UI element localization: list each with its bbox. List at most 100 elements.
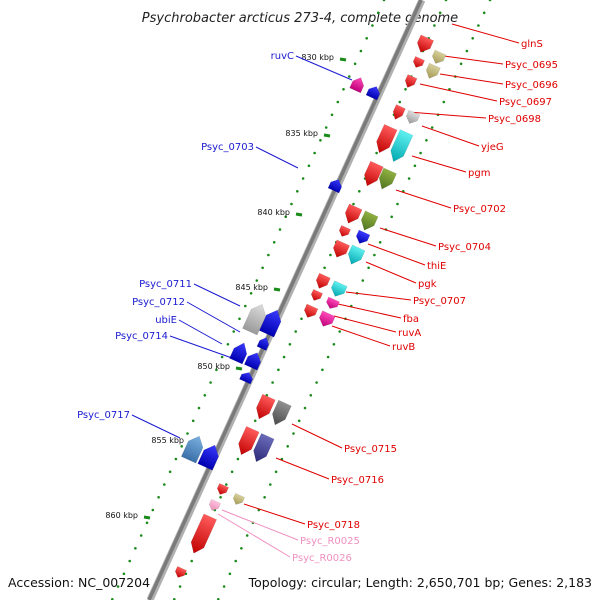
leader-line [243, 503, 306, 525]
tick-dot [375, 151, 378, 155]
tick-dot [222, 585, 226, 588]
gene-arrow [243, 352, 261, 371]
reverse-gene-label: Psyc_0714 [115, 331, 168, 342]
tick-dot [336, 100, 340, 104]
gene-arrow [344, 203, 363, 224]
gene-labels: ruvC Psyc_0703 Psyc_0711 Psyc_0712 ubiE Psyc_… [77, 39, 558, 564]
gene-arrow [356, 229, 371, 244]
gene-arrow [242, 303, 267, 336]
gene-psyc-0714b [239, 372, 253, 385]
tick-dot [244, 304, 247, 308]
tick-dot [203, 394, 207, 397]
tick-dot [433, 24, 436, 27]
tick-dot [353, 62, 357, 66]
tick-dot [232, 330, 235, 333]
forward-gene-label: glnS [521, 39, 543, 50]
gene-arrow [208, 499, 221, 511]
forward-gene-label: pgm [468, 168, 490, 179]
tick-dot [321, 368, 324, 372]
tick-dot [404, 88, 407, 91]
gene-psyc-0717 [197, 444, 219, 471]
tick-dot [425, 139, 428, 142]
tick-dot [482, 11, 486, 15]
gene-fba-a [310, 289, 323, 301]
gene-psyc-0702 [378, 167, 397, 190]
gene-psyc-0703 [327, 179, 342, 194]
gene-psyc-0697 [404, 74, 418, 88]
leader-line [275, 457, 330, 480]
tick-dot [309, 394, 313, 397]
tick-dot [294, 330, 298, 333]
tick-label: 835 kbp [285, 129, 318, 138]
gene-arrow [310, 289, 323, 301]
tick-dot [326, 355, 330, 359]
leader-line [407, 111, 487, 119]
tick-dot [373, 253, 376, 257]
tick-dot [376, 11, 380, 15]
tick-dot [488, 0, 492, 2]
tick-dot [215, 368, 218, 372]
tick-dot [348, 75, 351, 78]
scale-ticks: 830 kbp 835 kbp 840 kbp 845 kbp 850 kbp 855 k… [105, 53, 347, 520]
gene-psyc-0707a [315, 272, 331, 289]
tick-dot [419, 151, 422, 155]
tick-dot [329, 253, 332, 257]
gene-arrow [349, 77, 365, 94]
gene-psyc-0715 [272, 399, 292, 426]
forward-gene-label: Psyc_0704 [438, 242, 491, 253]
tick-dot [284, 215, 288, 219]
leader-line [367, 243, 426, 266]
gene-arrow [376, 124, 398, 154]
tick-dot [139, 534, 143, 537]
tick-dot [396, 202, 399, 206]
gene-yjeG [406, 109, 421, 124]
gene-psyc-0716a [238, 426, 260, 456]
tick-dot [128, 559, 131, 563]
gene-pgk-a [333, 239, 351, 258]
gene-arrow [326, 296, 340, 309]
gene-ruvA [304, 303, 319, 318]
tick-dot [282, 355, 286, 359]
gene-psyc-0718 [232, 493, 245, 505]
tick-dot [249, 292, 253, 295]
leader-line [333, 315, 397, 333]
tick-dot [313, 151, 316, 155]
tick-dot [290, 202, 293, 206]
tick-dot [438, 11, 442, 15]
tick-dot [267, 253, 270, 257]
gene-pgm [390, 129, 414, 162]
tick-dot [471, 37, 475, 40]
forward-gene-label: Psyc_R0025 [300, 536, 360, 547]
tick-dot [277, 368, 280, 372]
tick-dot [352, 202, 355, 206]
tick-dot [465, 49, 469, 53]
leader-line [221, 509, 299, 541]
tick-dot [168, 470, 172, 474]
gene-arrow [432, 49, 447, 64]
gene-psyc-0712 [256, 337, 270, 351]
topology-label: Topology: circular; Length: 2,650,701 bp… [248, 575, 592, 590]
gene-arrow [256, 337, 270, 351]
forward-gene-label: Psyc_R0026 [292, 553, 352, 564]
gene-psyc-0711-a [242, 303, 267, 336]
tick-dot [407, 177, 411, 180]
tick-mark [295, 212, 303, 217]
leader-line [419, 83, 498, 102]
tick-label: 840 kbp [257, 208, 290, 217]
tick-dot [228, 572, 232, 576]
gene-fba [326, 296, 340, 309]
tick-dot [255, 279, 259, 282]
gene-psyc-0704a [344, 203, 363, 224]
tick-dot [319, 139, 322, 142]
label-leader-lines [131, 23, 520, 558]
tick-dot [297, 419, 301, 423]
gene-psyc-0702a [364, 160, 384, 187]
tick-dot [430, 126, 434, 129]
gene-arrow [259, 309, 282, 338]
gene-arrow [319, 310, 336, 327]
gene-arrow [417, 34, 435, 53]
tick-dot [230, 470, 234, 474]
tick-dot [307, 164, 311, 168]
tick-dot [324, 126, 328, 129]
tick-dot [116, 585, 120, 588]
